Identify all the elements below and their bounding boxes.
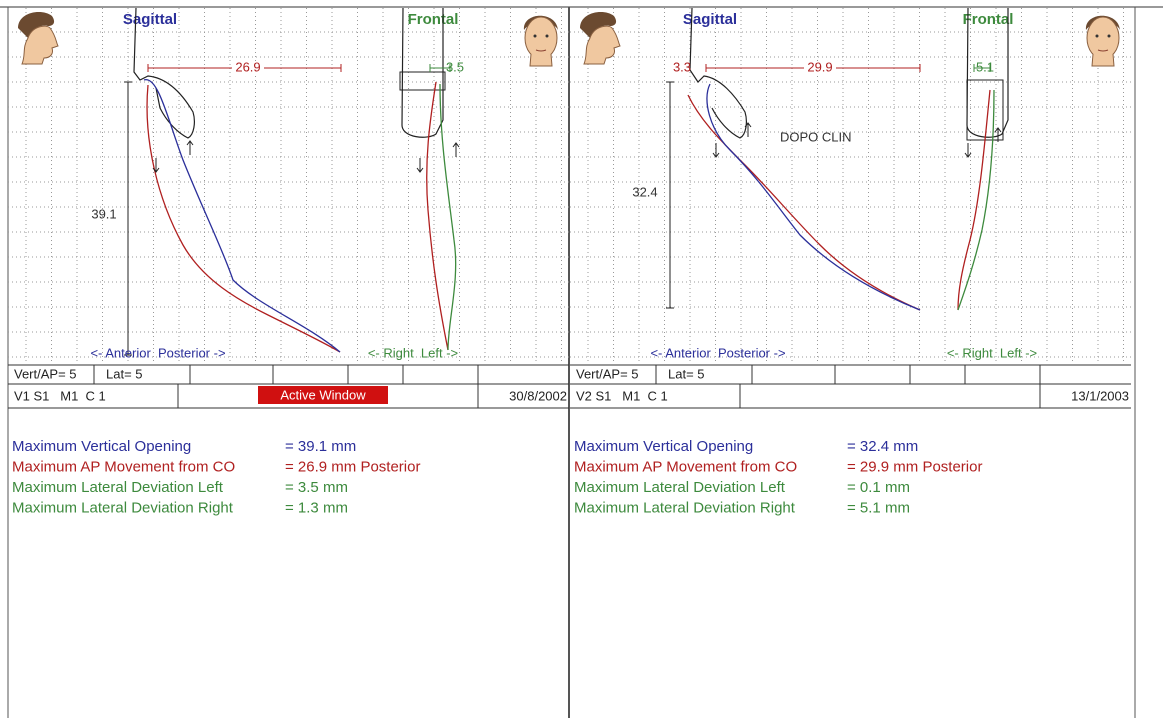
frontal-outline bbox=[401, 7, 444, 138]
direction-arrow-head bbox=[416, 167, 424, 173]
ap-offset: 3.3 bbox=[673, 59, 691, 74]
panel: Sagittal Frontal 26.9 3.5 39.1 <- Anterior Po… bbox=[8, 7, 569, 516]
label-bg bbox=[804, 61, 836, 75]
head-icon bbox=[580, 12, 621, 65]
result-label: Maximum Vertical Opening bbox=[12, 438, 191, 455]
scale-vert-ap: Vert/AP= 5 bbox=[14, 366, 77, 381]
record-date: 30/8/2002 bbox=[509, 388, 567, 403]
head-hair bbox=[18, 12, 55, 38]
status-text: Active Window bbox=[280, 387, 366, 402]
direction-arrow-head bbox=[964, 152, 972, 158]
head-hair bbox=[523, 15, 558, 30]
direction-arrow-head bbox=[744, 122, 752, 128]
head-eye bbox=[1095, 34, 1099, 38]
frontal-title: Frontal bbox=[408, 11, 459, 28]
head-face bbox=[1086, 16, 1120, 60]
result-value: = 0.1 mm bbox=[847, 479, 910, 496]
result-value: = 1.3 mm bbox=[285, 499, 348, 516]
sagittal-trace-blue bbox=[143, 79, 341, 353]
head-icon bbox=[1085, 15, 1120, 67]
head-face bbox=[524, 16, 558, 60]
head-icon bbox=[523, 15, 558, 67]
vertical-measure: 32.4 bbox=[632, 184, 657, 199]
head-eye bbox=[533, 34, 537, 38]
head-icon bbox=[18, 12, 59, 65]
result-value: = 32.4 mm bbox=[847, 438, 918, 455]
result-value: = 26.9 mm Posterior bbox=[285, 458, 420, 475]
head-face bbox=[21, 25, 59, 65]
vertical-measure: 39.1 bbox=[91, 206, 116, 221]
record-id: V2 S1 M1 C 1 bbox=[576, 388, 668, 403]
lateral-measure: 5.1 bbox=[976, 59, 994, 74]
direction-arrow-head bbox=[712, 152, 720, 158]
frontal-box bbox=[399, 71, 446, 91]
sagittal-trace-red bbox=[146, 84, 341, 353]
ap-measure: 26.9 bbox=[235, 59, 260, 74]
result-value: = 3.5 mm bbox=[285, 479, 348, 496]
head-hair bbox=[1085, 15, 1120, 30]
scale-lat: Lat= 5 bbox=[106, 366, 143, 381]
ap-measure: 29.9 bbox=[807, 59, 832, 74]
head-mouth bbox=[1097, 49, 1109, 52]
result-value: = 5.1 mm bbox=[847, 499, 910, 516]
head-eye bbox=[545, 34, 549, 38]
ap-axis-label: <- Anterior Posterior -> bbox=[90, 345, 225, 360]
ap-axis-label: <- Anterior Posterior -> bbox=[650, 345, 785, 360]
panel: Sagittal Frontal 29.9 3.3 5.1 32.4 DOPO CLIN <-… bbox=[570, 7, 1131, 516]
direction-arrow-head bbox=[186, 140, 194, 146]
sagittal-outline bbox=[689, 7, 747, 139]
head-neck bbox=[1091, 53, 1115, 67]
result-label: Maximum Lateral Deviation Right bbox=[574, 499, 796, 516]
result-label: Maximum Lateral Deviation Left bbox=[574, 479, 786, 496]
label-bg bbox=[232, 61, 264, 75]
direction-arrow-head bbox=[452, 142, 460, 148]
lateral-measure: 3.5 bbox=[446, 59, 464, 74]
note: DOPO CLIN bbox=[780, 129, 852, 144]
result-label: Maximum Lateral Deviation Left bbox=[12, 479, 224, 496]
lateral-axis-label: <- Right Left -> bbox=[368, 345, 458, 360]
sagittal-title: Sagittal bbox=[683, 11, 737, 28]
sagittal-title: Sagittal bbox=[123, 11, 177, 28]
result-value: = 39.1 mm bbox=[285, 438, 356, 455]
sagittal-trace-red bbox=[687, 94, 921, 311]
record-date: 13/1/2003 bbox=[1071, 388, 1129, 403]
frontal-trace-green bbox=[957, 89, 995, 311]
result-value: = 29.9 mm Posterior bbox=[847, 458, 982, 475]
status-badge bbox=[258, 386, 388, 404]
head-hair bbox=[580, 12, 617, 38]
scale-lat: Lat= 5 bbox=[668, 366, 705, 381]
result-label: Maximum Vertical Opening bbox=[574, 438, 753, 455]
frontal-trace-green bbox=[439, 83, 457, 351]
record-id: V1 S1 M1 C 1 bbox=[14, 388, 106, 403]
frontal-trace-red bbox=[957, 89, 991, 311]
scale-vert-ap: Vert/AP= 5 bbox=[576, 366, 639, 381]
result-label: Maximum AP Movement from CO bbox=[12, 458, 235, 475]
result-label: Maximum Lateral Deviation Right bbox=[12, 499, 234, 516]
sagittal-trace-blue bbox=[706, 83, 921, 311]
lateral-axis-label: <- Right Left -> bbox=[947, 345, 1037, 360]
direction-arrow-head bbox=[152, 167, 160, 173]
head-mouth bbox=[535, 49, 547, 52]
frontal-trace-red bbox=[426, 81, 449, 351]
frontal-title: Frontal bbox=[963, 11, 1014, 28]
head-eye bbox=[1107, 34, 1111, 38]
result-label: Maximum AP Movement from CO bbox=[574, 458, 797, 475]
head-neck bbox=[529, 53, 553, 67]
head-face bbox=[583, 25, 621, 65]
direction-arrow-head bbox=[994, 127, 1002, 133]
